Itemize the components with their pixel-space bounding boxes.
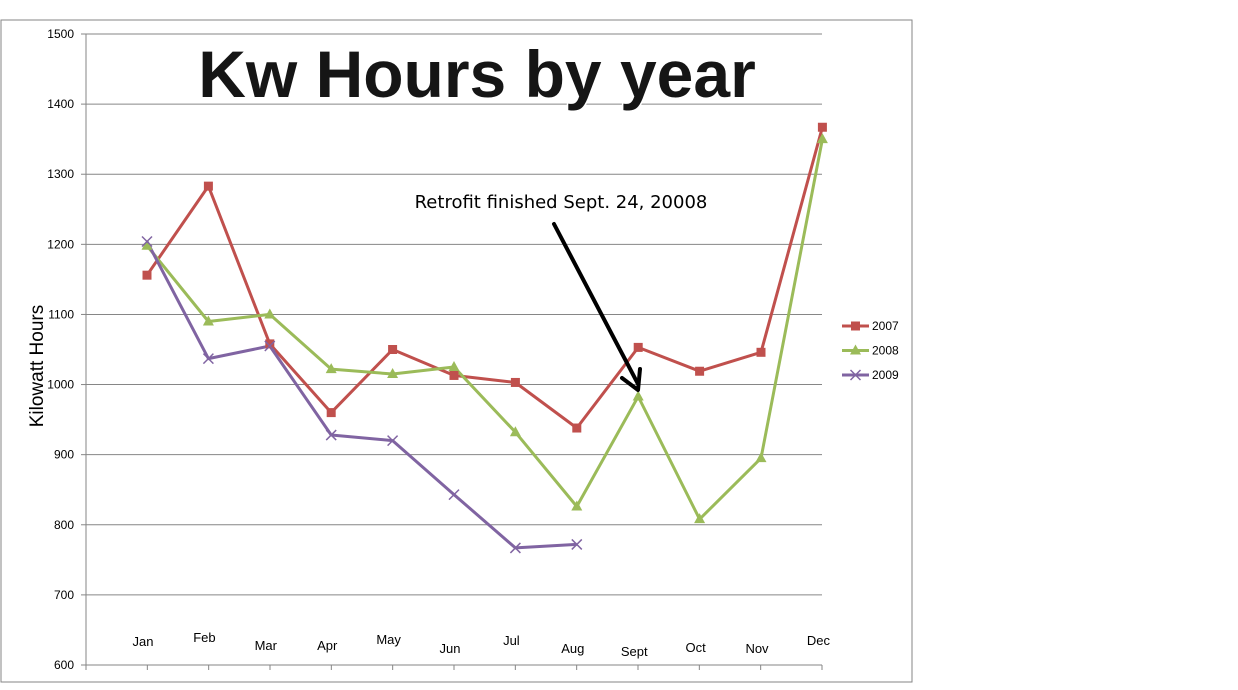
data-point-2009-Jan xyxy=(141,235,153,248)
annotation: Retrofit finished Sept. 24, 20008 xyxy=(415,192,708,392)
x-tick-label: Feb xyxy=(193,630,215,645)
data-point-2008-Jun xyxy=(448,361,460,372)
x-tick-label: Oct xyxy=(685,640,706,655)
data-point-2008-Mar xyxy=(264,308,276,319)
data-point-2007-Jan xyxy=(142,270,152,280)
x-tick-label: Dec xyxy=(807,633,831,648)
data-point-2008-Jul xyxy=(509,426,521,437)
y-tick-label: 1000 xyxy=(47,378,74,392)
y-tick-label: 700 xyxy=(54,588,74,602)
legend: 2007 2008 2009 xyxy=(842,319,899,382)
legend-label: 2007 xyxy=(872,319,899,333)
data-point-2007-Jul xyxy=(510,377,520,387)
y-tick-label: 1100 xyxy=(48,307,74,321)
x-tick-label: Jul xyxy=(503,633,520,648)
data-point-2008-Oct xyxy=(694,513,706,524)
x-tick-label: Apr xyxy=(317,638,338,653)
legend-item-2008: 2008 xyxy=(842,344,899,358)
x-tick-label: Jan xyxy=(133,634,154,649)
data-point-2007-Nov xyxy=(756,347,766,357)
y-tick-label: 1300 xyxy=(47,167,74,181)
data-point-2007-Apr xyxy=(326,408,336,418)
data-point-2008-Jan xyxy=(141,239,153,250)
series-line-2008 xyxy=(145,138,824,521)
series-line-2007 xyxy=(145,126,824,430)
legend-marker xyxy=(849,369,862,381)
axes xyxy=(81,33,823,670)
x-tick-label: Aug xyxy=(561,641,584,656)
y-axis-label: Kilowatt Hours xyxy=(27,305,48,428)
data-point-2007-May xyxy=(388,345,398,354)
series-markers xyxy=(141,122,828,554)
annotation-arrow xyxy=(552,222,642,392)
y-tick-label: 800 xyxy=(54,518,74,532)
data-point-2007-Mar xyxy=(265,339,275,349)
data-point-2008-Dec xyxy=(816,133,828,144)
data-point-2007-Sept xyxy=(633,342,643,352)
legend-item-2007: 2007 xyxy=(842,319,899,333)
data-point-2008-Aug xyxy=(571,500,583,511)
data-point-2007-Feb xyxy=(203,181,213,191)
legend-label: 2008 xyxy=(872,344,899,358)
legend-marker xyxy=(850,344,861,355)
legend-marker xyxy=(851,321,860,331)
x-tick-label: Nov xyxy=(745,641,769,656)
annotation-text: Retrofit finished Sept. 24, 20008 xyxy=(415,192,708,213)
data-point-2007-Dec xyxy=(817,122,827,132)
y-tick-label: 900 xyxy=(54,448,74,462)
data-point-2008-Feb xyxy=(202,315,214,326)
data-point-2008-Apr xyxy=(325,363,337,374)
gridlines xyxy=(86,33,822,596)
data-point-2009-May xyxy=(387,435,399,447)
series-lines xyxy=(145,126,824,550)
chart-border xyxy=(0,19,913,683)
y-tick-label: 600 xyxy=(54,658,74,672)
data-point-2007-Aug xyxy=(572,423,582,433)
x-tick-label: May xyxy=(376,632,401,647)
x-tick-label: Jun xyxy=(440,641,461,656)
y-tick-label: 1200 xyxy=(47,237,74,251)
x-tick-label: Mar xyxy=(255,638,278,653)
data-point-2008-Sept xyxy=(632,390,644,401)
data-point-2007-Oct xyxy=(695,366,705,376)
x-tick-labels: Jan Feb Mar Apr May Jun Jul Aug Sept Oct Nov Dec xyxy=(133,630,831,659)
y-tick-label: 1500 xyxy=(47,27,74,41)
data-point-2009-Feb xyxy=(202,353,214,365)
data-point-2008-May xyxy=(387,368,399,379)
data-point-2009-Aug xyxy=(571,538,583,550)
x-tick-label: Sept xyxy=(621,644,648,659)
y-tick-labels: 600 700 800 900 1000 1100 1200 1300 1400 1500 xyxy=(47,27,74,672)
chart-title: Kw Hours by year xyxy=(198,37,756,111)
data-point-2008-Nov xyxy=(755,452,767,463)
legend-label: 2009 xyxy=(872,368,899,382)
data-point-2009-Mar xyxy=(264,340,276,352)
series-line-2009 xyxy=(145,240,577,550)
legend-item-2009: 2009 xyxy=(842,368,899,382)
data-point-2009-Jun xyxy=(448,489,460,501)
data-point-2009-Jul xyxy=(509,542,521,554)
data-point-2009-Apr xyxy=(325,429,337,441)
data-point-2007-Jun xyxy=(449,370,459,380)
y-tick-label: 1400 xyxy=(47,97,74,111)
